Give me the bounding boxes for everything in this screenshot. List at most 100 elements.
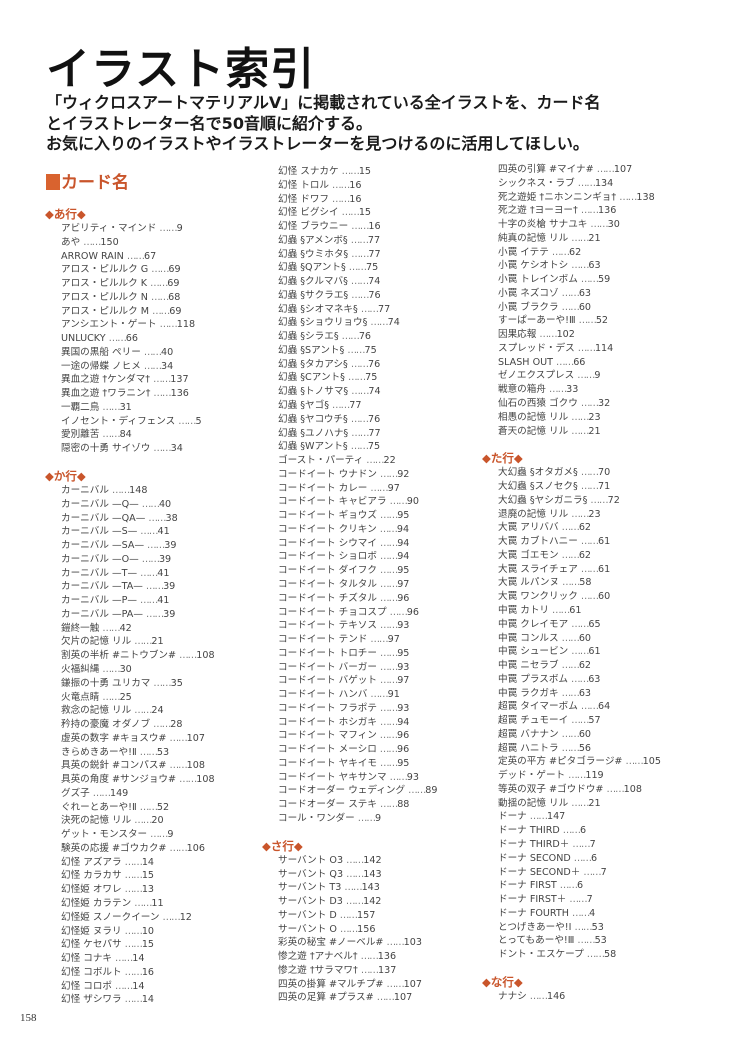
- card-name: ゼノエクスプレス: [498, 370, 575, 382]
- dot-leader: ……: [347, 344, 365, 356]
- page-ref: 10: [141, 925, 155, 937]
- card-name: 四英の足算 #プラス#: [278, 992, 374, 1004]
- card-name: 決死の記憶 リル: [61, 815, 132, 827]
- index-entry: コードイート テキソス ……93: [262, 619, 477, 633]
- dot-leader: ……: [357, 812, 376, 824]
- dot-leader: ……: [134, 815, 152, 827]
- page-ref: 75: [365, 262, 379, 274]
- dot-leader: ……: [380, 620, 398, 632]
- dot-leader: ……: [571, 797, 589, 809]
- index-entry: 死之遊 †ヨーヨー† ……136: [482, 204, 697, 218]
- dot-leader: ……: [179, 650, 197, 662]
- page-ref: 61: [598, 536, 611, 548]
- page-ref: 13: [141, 884, 155, 896]
- card-name: 中罠 シュービン: [498, 646, 569, 658]
- card-name: コードオーダー ステキ: [278, 799, 377, 811]
- card-name: 験英の応援 #ゴウカク#: [61, 842, 167, 854]
- page-ref: 97: [397, 578, 410, 590]
- page-ref: 60: [578, 728, 592, 740]
- page-ref: 63: [588, 260, 601, 272]
- card-name: コードイート ハンバ: [278, 689, 368, 701]
- card-name: 相愚の記憶 リル: [498, 411, 569, 423]
- dot-leader: ……: [108, 333, 127, 345]
- card-name: 異血之遊 †ワラニン†: [61, 388, 151, 400]
- page-ref: 21: [588, 425, 601, 437]
- card-name: 死之遊姫 †ニホンニンギョ†: [498, 191, 617, 203]
- index-entry: ゼノエクスプレス ……9: [482, 369, 697, 383]
- card-name: 因果応報: [498, 329, 537, 341]
- index-entry: ドーナ SECOND＋ ……7: [482, 866, 697, 880]
- page-ref: 68: [168, 291, 181, 303]
- page-ref: 75: [367, 441, 381, 453]
- page-ref: 14: [141, 856, 155, 868]
- index-entry: 惨之遊 †サラマワ† ……137: [262, 964, 477, 978]
- page-ref: 4: [589, 907, 596, 919]
- dot-leader: ……: [551, 246, 570, 258]
- index-entry: 中罠 クレイモア ……65: [482, 618, 697, 632]
- index-entry: 幻蟲 §Cアント§ ……75: [262, 371, 477, 385]
- card-name: コードイート マフィン: [278, 730, 377, 742]
- index-entry: ドーナ FIRST＋ ……7: [482, 893, 697, 907]
- index-entry: コードイート ダイフク ……95: [262, 564, 477, 578]
- page-ref: 39: [164, 540, 177, 552]
- dot-leader: ……: [351, 427, 369, 439]
- page-ref: 96: [396, 744, 410, 756]
- page-ref: 70: [598, 467, 611, 479]
- index-entry: 幻怪 アズアラ ……14: [45, 856, 260, 870]
- dot-leader: ……: [111, 485, 130, 497]
- page-ref: 93: [397, 702, 410, 714]
- dot-leader: ……: [102, 401, 120, 413]
- index-entry: コール・ワンダー ……9: [262, 812, 477, 826]
- card-name: ドーナ SECOND: [498, 852, 571, 864]
- card-name: 中罠 カトリ: [498, 604, 550, 616]
- dot-leader: ……: [577, 177, 596, 189]
- index-entry: 相愚の記憶 リル ……23: [482, 411, 697, 425]
- index-entry: 幻蟲 §ウミホタ§ ……77: [262, 248, 477, 262]
- index-entry: 仙石の西猿 ゴクウ ……32: [482, 397, 697, 411]
- card-name: 幻怪 ドワフ: [278, 193, 330, 205]
- kana-group-header: ◆か行◆: [45, 469, 86, 484]
- index-entry: 救念の記憶 リル ……24: [45, 704, 260, 718]
- index-entry: デッド・ゲート ……119: [482, 769, 697, 783]
- page-ref: 6: [579, 825, 587, 837]
- page-ref: 61: [569, 604, 582, 616]
- card-name: コードイート バゲット: [278, 675, 377, 687]
- page-ref: 147: [546, 811, 566, 823]
- card-name: ぐれーとあーや!Ⅱ: [61, 801, 137, 813]
- card-name: 幻怪 ケセパサ: [61, 939, 122, 951]
- dot-leader: ……: [345, 896, 364, 908]
- card-name: コードイート キャビアラ: [278, 496, 387, 508]
- card-name: 異血之遊 †ケンダマ†: [61, 374, 151, 386]
- dot-leader: ……: [596, 164, 615, 175]
- card-name: グズ子: [61, 787, 90, 799]
- card-name: 幻蟲 §ユノハナ§: [278, 427, 349, 439]
- card-name: 幻怪姫 オワレ: [61, 884, 122, 896]
- page-ref: 94: [397, 537, 410, 549]
- card-name: 幻怪姫 ヌラリ: [61, 925, 122, 937]
- index-entry: 四英の掛算 #マルチプ# ……107: [262, 978, 477, 992]
- dot-leader: ……: [350, 441, 369, 453]
- dot-leader: ……: [561, 549, 580, 561]
- index-entry: 幻怪 カラカサ ……15: [45, 869, 260, 883]
- card-name: コードイート テンド: [278, 634, 368, 646]
- dot-leader: ……: [380, 578, 398, 590]
- page-ref: 118: [176, 319, 196, 331]
- index-entry: 中罠 コンルス ……60: [482, 632, 697, 646]
- kana-group-header: ◆あ行◆: [45, 207, 86, 221]
- dot-leader: ……: [339, 923, 358, 935]
- dot-leader: ……: [124, 939, 143, 951]
- page-ref: 95: [397, 510, 410, 522]
- index-entry: 中罠 シュービン ……61: [482, 645, 697, 659]
- page-ref: 93: [406, 771, 419, 783]
- index-entry: すーぱーあーや!Ⅲ ……52: [482, 314, 697, 328]
- page-ref: 137: [170, 374, 189, 386]
- dot-leader: ……: [124, 925, 143, 937]
- index-entry: ドーナ THIRD＋ ……7: [482, 838, 697, 852]
- index-entry: サーバント D3 ……142: [262, 895, 477, 909]
- index-entry: コードイート フラポテ ……93: [262, 702, 477, 716]
- index-entry: コードイート ヤキサンマ ……93: [262, 771, 477, 785]
- card-name: 異国の黒船 ペリー: [61, 346, 141, 358]
- page-ref: 61: [588, 646, 601, 658]
- page-ref: 106: [186, 842, 205, 854]
- intro-line: お気に入りのイラストやイラストレーターを見つけるのに活用してほしい。: [46, 134, 589, 153]
